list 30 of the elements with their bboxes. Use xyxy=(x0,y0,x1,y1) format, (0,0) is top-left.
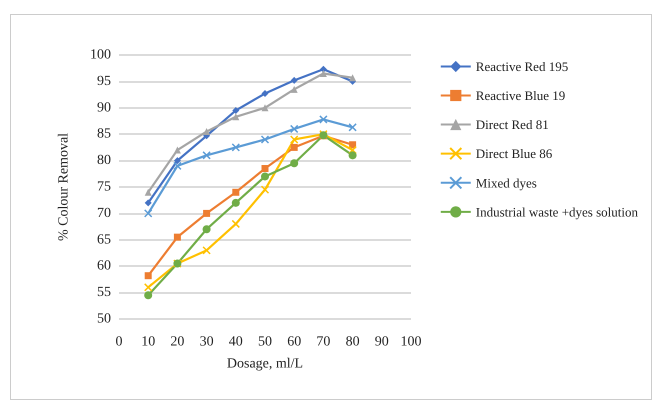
x-tick-label: 50 xyxy=(258,334,272,350)
legend-label: Reactive Red 195 xyxy=(476,59,568,74)
x-tick-label: 60 xyxy=(287,334,302,350)
y-tick-label: 85 xyxy=(97,126,111,142)
legend-label: Mixed dyes xyxy=(476,175,537,190)
x-tick-label: 90 xyxy=(374,334,389,350)
y-tick-label: 60 xyxy=(97,258,111,274)
x-tick-label: 30 xyxy=(200,334,214,350)
y-tick-label: 75 xyxy=(97,180,111,194)
x-tick-label: 20 xyxy=(170,334,184,350)
y-tick-label: 55 xyxy=(97,285,111,300)
y-tick-label: 50 xyxy=(97,312,111,326)
y-tick-label: 90 xyxy=(97,100,111,116)
y-axis-title: % Colour Removal xyxy=(56,132,72,242)
y-tick-label: 65 xyxy=(97,232,111,248)
y-tick-label: 80 xyxy=(97,153,111,168)
x-tick-label: 70 xyxy=(316,334,330,350)
legend-label: Industrial waste +dyes solution xyxy=(476,204,638,220)
x-tick-label: 10 xyxy=(141,334,156,350)
x-axis-title: Dosage, ml/L xyxy=(226,356,304,372)
y-tick-label: 70 xyxy=(97,206,111,221)
x-tick-label: 40 xyxy=(228,334,243,350)
legend-label: Direct Red 81 xyxy=(476,117,549,132)
legend-label: Direct Blue 86 xyxy=(476,146,553,162)
x-tick-label: 0 xyxy=(116,334,122,350)
x-tick-label: 100 xyxy=(400,334,422,350)
y-tick-label: 95 xyxy=(97,74,111,89)
y-tick-label: 100 xyxy=(90,48,111,62)
legend-label: Reactive Blue 19 xyxy=(476,88,566,103)
x-tick-label: 80 xyxy=(346,334,360,350)
